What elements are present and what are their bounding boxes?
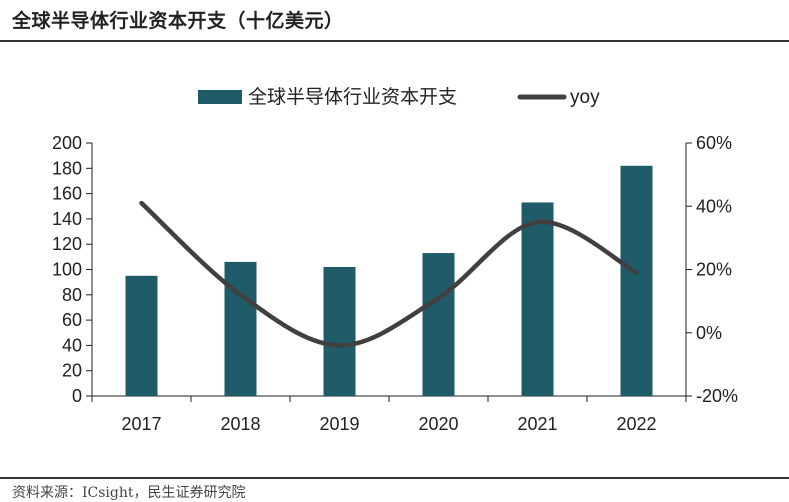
legend-line-label: yoy — [570, 87, 600, 108]
left-tick-label: 200 — [52, 133, 82, 153]
left-tick-label: 140 — [52, 209, 82, 229]
bars — [125, 165, 653, 396]
left-tick-label: 120 — [52, 234, 82, 254]
capex-bar — [125, 275, 158, 396]
x-tick-label: 2018 — [220, 414, 260, 434]
legend-bar-swatch — [198, 90, 242, 104]
yoy-line-series — [139, 200, 639, 348]
source-note: 资料来源：ICsight，民生证券研究院 — [12, 485, 246, 501]
axes — [86, 142, 692, 402]
x-tick-label: 2017 — [121, 414, 161, 434]
legend-bar-label: 全球半导体行业资本开支 — [248, 86, 457, 108]
capex-bar — [224, 261, 257, 396]
left-tick-label: 160 — [52, 184, 82, 204]
left-tick-label: 180 — [52, 158, 82, 178]
page-title: 全球半导体行业资本开支（十亿美元） — [12, 10, 344, 32]
x-tick-label: 2022 — [616, 414, 656, 434]
left-tick-label: 60 — [62, 310, 82, 330]
capex-bar — [521, 202, 554, 396]
right-tick-label: 60% — [696, 133, 732, 153]
bottom-divider — [0, 477, 789, 479]
right-tick-label: 20% — [696, 260, 732, 280]
right-tick-label: -20% — [696, 386, 738, 406]
left-tick-label: 100 — [52, 260, 82, 280]
yoy-line — [139, 200, 639, 348]
left-tick-label: 20 — [62, 361, 82, 381]
capex-bar — [422, 253, 455, 396]
capex-bar — [323, 266, 356, 396]
x-tick-label: 2019 — [319, 414, 359, 434]
right-tick-label: 0% — [696, 323, 722, 343]
legend: 全球半导体行业资本开支 yoy — [198, 86, 600, 108]
left-tick-label: 40 — [62, 335, 82, 355]
tick-labels: 0 20 40 60 80 100 120 140 160 180 200 -20% 0% 20% 40% 6… — [52, 133, 738, 434]
capex-bar — [620, 165, 653, 396]
top-divider — [0, 40, 789, 42]
x-tick-label: 2021 — [517, 414, 557, 434]
x-tick-label: 2020 — [418, 414, 458, 434]
right-tick-label: 40% — [696, 196, 732, 216]
left-tick-label: 80 — [62, 285, 82, 305]
left-tick-label: 0 — [72, 386, 82, 406]
